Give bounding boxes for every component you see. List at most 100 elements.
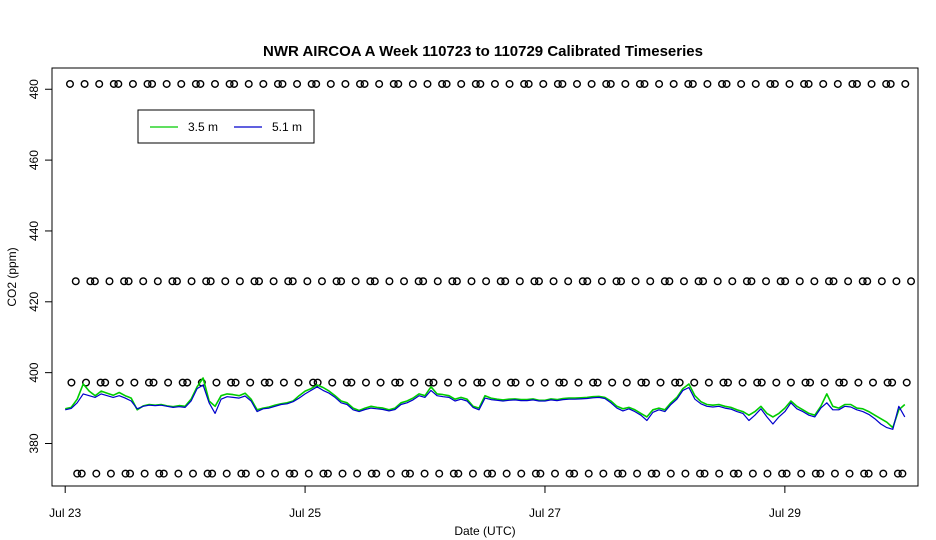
calibration-point bbox=[713, 277, 722, 286]
calibration-point bbox=[675, 378, 684, 387]
calibration-point bbox=[718, 79, 727, 88]
calibration-point bbox=[539, 79, 548, 88]
calibration-point bbox=[515, 277, 524, 286]
calibration-point bbox=[766, 79, 775, 88]
calibration-point bbox=[772, 378, 781, 387]
calibration-point bbox=[524, 79, 533, 88]
calibration-point bbox=[722, 79, 731, 88]
calibration-point bbox=[640, 79, 649, 88]
calibration-point bbox=[641, 378, 650, 387]
calibration-point bbox=[410, 378, 419, 387]
calibration-point bbox=[599, 469, 608, 478]
x-tick-label-jul-29: Jul 29 bbox=[769, 506, 801, 520]
calibration-point bbox=[804, 79, 813, 88]
calibration-point bbox=[593, 378, 602, 387]
calibration-point bbox=[208, 469, 217, 478]
x-tick-label-jul-25: Jul 25 bbox=[289, 506, 321, 520]
y-tick-label-380: 380 bbox=[27, 433, 41, 453]
calibration-point bbox=[835, 378, 844, 387]
calibration-point bbox=[467, 277, 476, 286]
calibration-point bbox=[471, 79, 480, 88]
calibration-point bbox=[222, 469, 231, 478]
calibration-point bbox=[551, 469, 560, 478]
calibration-point bbox=[753, 378, 762, 387]
calibration-point bbox=[376, 378, 385, 387]
calibration-point bbox=[618, 469, 627, 478]
calibration-point bbox=[488, 469, 497, 478]
calibration-point bbox=[621, 79, 630, 88]
calibration-point bbox=[477, 378, 486, 387]
calibration-point bbox=[385, 277, 394, 286]
calibration-point bbox=[574, 378, 583, 387]
calibration-point bbox=[394, 79, 403, 88]
calibration-point bbox=[458, 378, 467, 387]
calibration-point bbox=[839, 378, 848, 387]
x-axis: Jul 23 Jul 25 Jul 27 Jul 29 bbox=[49, 486, 801, 520]
calibration-point bbox=[597, 277, 606, 286]
calibration-point bbox=[71, 277, 80, 286]
calibration-point bbox=[120, 277, 129, 286]
calibration-point bbox=[646, 277, 655, 286]
calibration-point bbox=[178, 378, 187, 387]
calibration-point bbox=[602, 79, 611, 88]
calibration-point bbox=[852, 79, 861, 88]
calibration-point bbox=[241, 469, 250, 478]
calibration-point bbox=[212, 378, 221, 387]
calibration-point bbox=[449, 469, 458, 478]
calibration-point bbox=[902, 378, 911, 387]
calibration-point bbox=[534, 277, 543, 286]
calibration-point bbox=[250, 277, 259, 286]
calibration-point bbox=[172, 277, 181, 286]
calibration-point bbox=[688, 79, 697, 88]
calibration-point bbox=[438, 79, 447, 88]
calibration-point bbox=[332, 277, 341, 286]
calibration-point bbox=[473, 378, 482, 387]
calibration-point bbox=[370, 277, 379, 286]
x-tick-label-jul-23: Jul 23 bbox=[49, 506, 81, 520]
calibration-point bbox=[77, 469, 86, 478]
calibration-point bbox=[854, 378, 863, 387]
calibration-point bbox=[115, 378, 124, 387]
calibration-point bbox=[231, 378, 240, 387]
calibration-point bbox=[666, 469, 675, 478]
calibration-point bbox=[892, 277, 901, 286]
calibration-point bbox=[671, 378, 680, 387]
calibration-point bbox=[511, 378, 520, 387]
calibration-point bbox=[824, 277, 833, 286]
legend: 3.5 m 5.1 m bbox=[137, 109, 315, 144]
calibration-point bbox=[526, 378, 535, 387]
calibration-point bbox=[482, 277, 491, 286]
calibration-point bbox=[723, 378, 732, 387]
calibration-point bbox=[690, 378, 699, 387]
calibration-point bbox=[848, 79, 857, 88]
calibration-point bbox=[400, 277, 409, 286]
calibration-point bbox=[898, 469, 907, 478]
calibration-point bbox=[655, 79, 664, 88]
calibration-point bbox=[356, 79, 365, 88]
calibration-point bbox=[273, 79, 282, 88]
calibration-point bbox=[452, 277, 461, 286]
calibration-point bbox=[92, 469, 101, 478]
calibration-point bbox=[155, 469, 164, 478]
calibration-point bbox=[246, 378, 255, 387]
calibration-point bbox=[608, 378, 617, 387]
calibration-point bbox=[319, 469, 328, 478]
calibration-point bbox=[288, 277, 297, 286]
calibration-point bbox=[442, 79, 451, 88]
calibration-point bbox=[860, 469, 869, 478]
calibration-point bbox=[800, 79, 809, 88]
calibration-point bbox=[820, 378, 829, 387]
calibration-point bbox=[879, 469, 888, 478]
calibration-point bbox=[65, 79, 74, 88]
series-lines bbox=[65, 377, 906, 430]
x-axis-label: Date (UTC) bbox=[454, 524, 515, 538]
calibration-point bbox=[106, 469, 115, 478]
calibration-point bbox=[401, 469, 410, 478]
chart-title: NWR AIRCOA A Week 110723 to 110729 Calib… bbox=[263, 43, 703, 60]
calibration-point bbox=[819, 79, 828, 88]
calibration-point bbox=[742, 277, 751, 286]
calibration-point bbox=[265, 378, 274, 387]
calibration-point bbox=[309, 378, 318, 387]
calibration-point bbox=[144, 378, 153, 387]
calibration-point bbox=[414, 277, 423, 286]
